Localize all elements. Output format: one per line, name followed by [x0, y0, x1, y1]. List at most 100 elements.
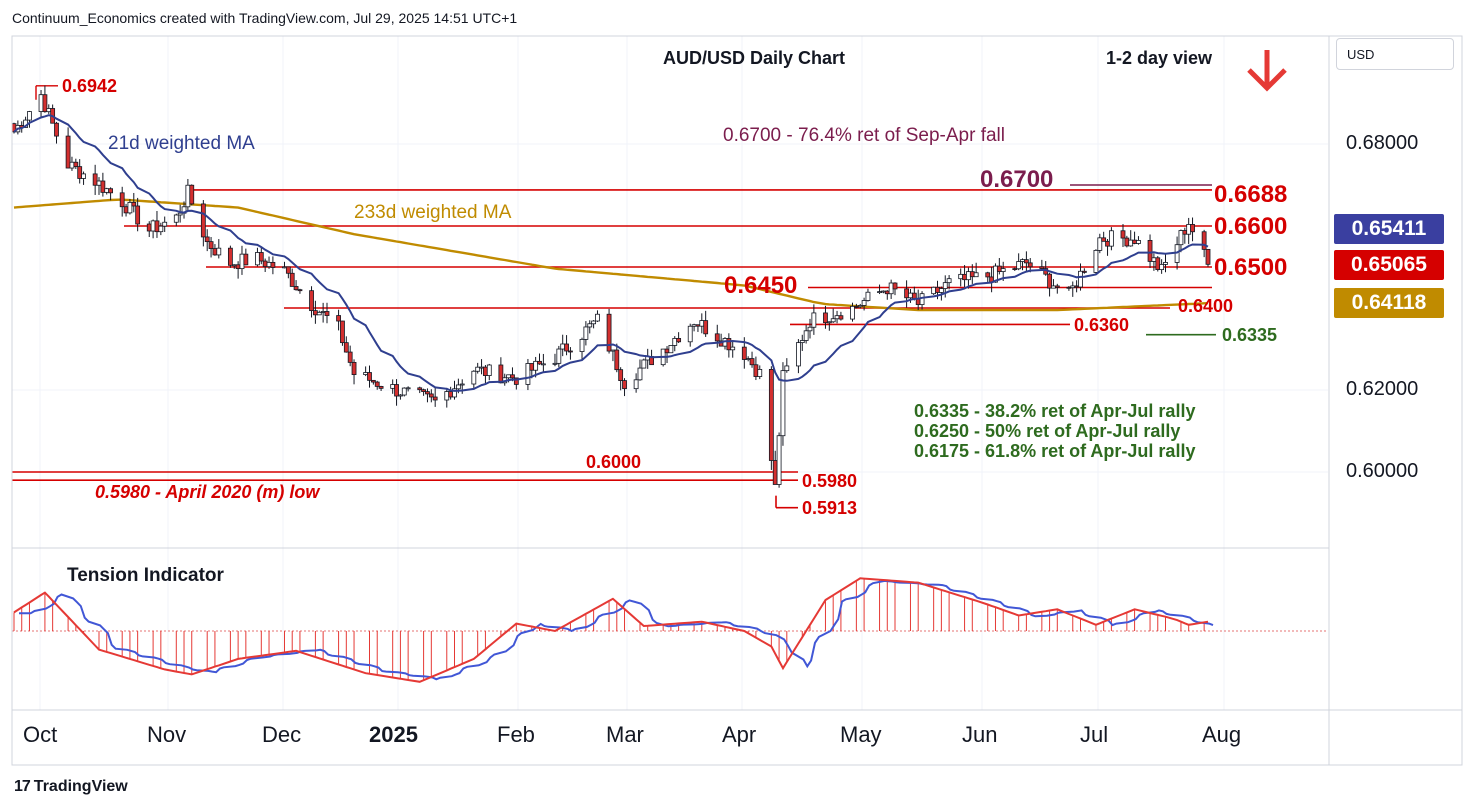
- candle-down: [204, 236, 210, 243]
- candle-down: [823, 312, 828, 324]
- arrow-head: [1247, 68, 1287, 92]
- x-tick-label: Dec: [262, 722, 302, 747]
- candle-down: [1124, 237, 1130, 247]
- candle-down: [425, 391, 430, 395]
- candle-down: [664, 348, 670, 354]
- attribution-text: Continuum_Economics created with Trading…: [12, 10, 518, 26]
- candle-down: [378, 386, 384, 389]
- candle-down: [962, 273, 967, 281]
- candle-down: [1201, 231, 1207, 250]
- candle-up: [1128, 239, 1134, 247]
- candle-down: [428, 393, 434, 398]
- candle-up: [888, 282, 894, 295]
- candle-up: [455, 384, 461, 390]
- candle-up: [826, 321, 832, 324]
- candle-down: [622, 380, 627, 390]
- candle-down: [1081, 270, 1087, 273]
- x-tick-label: Nov: [147, 722, 187, 747]
- candle-up: [1020, 259, 1025, 262]
- candle-down: [703, 320, 709, 335]
- candle-up: [479, 366, 484, 369]
- candle-up: [784, 365, 790, 372]
- candle-up: [780, 370, 786, 437]
- x-tick-label: 2025: [369, 722, 418, 747]
- candle-down: [243, 253, 249, 266]
- candle-down: [768, 368, 774, 461]
- candle-up: [104, 188, 110, 193]
- candle-down: [119, 192, 125, 208]
- candle-up: [633, 379, 639, 390]
- candle-up: [560, 343, 566, 350]
- candle-up: [282, 266, 287, 269]
- candle-down: [77, 166, 83, 179]
- y-tick-label: 0.62000: [1346, 378, 1419, 400]
- candle-up: [1151, 257, 1157, 262]
- candle-up: [807, 326, 813, 332]
- currency-button[interactable]: USD: [1336, 38, 1454, 70]
- tradingview-logo-mark: 17: [14, 778, 31, 795]
- candle-down: [529, 363, 535, 371]
- candle-down: [1120, 230, 1126, 239]
- candle-down: [73, 161, 79, 168]
- candle-up: [931, 286, 937, 295]
- candle-down: [985, 272, 991, 278]
- candle-up: [231, 264, 237, 267]
- candle-up: [857, 305, 863, 308]
- candle-down: [131, 201, 137, 207]
- candle-up: [452, 388, 457, 398]
- candle-down: [1074, 285, 1080, 288]
- candle-up: [320, 311, 326, 313]
- low-note: 0.5980 - April 2020 (m) low: [95, 482, 320, 502]
- candle-up: [757, 368, 763, 377]
- high-label: 0.6942: [62, 76, 118, 96]
- candle-down: [417, 387, 423, 391]
- candle-up: [591, 320, 597, 325]
- candle-down: [235, 264, 241, 270]
- candle-up: [799, 340, 805, 344]
- y-tick-label: 0.60000: [1346, 460, 1419, 482]
- candle-up: [796, 342, 801, 367]
- level-5913-label: 0.5913: [802, 498, 858, 518]
- candle-up: [1070, 285, 1076, 289]
- candle-down: [1039, 266, 1045, 269]
- y-tick-label: 0.68000: [1346, 132, 1419, 154]
- candle-up: [81, 173, 86, 179]
- candle-up: [444, 391, 450, 401]
- candle-up: [966, 271, 971, 281]
- candle-up: [185, 184, 191, 208]
- candle-up: [1108, 230, 1114, 247]
- tradingview-logo[interactable]: 17 TradingView: [14, 778, 128, 795]
- candle-up: [398, 394, 403, 397]
- candle-down: [969, 271, 975, 278]
- candle-down: [753, 364, 759, 377]
- candle-down: [123, 206, 129, 214]
- candle-down: [1105, 240, 1110, 247]
- tension-label: Tension Indicator: [67, 565, 224, 586]
- candle-up: [830, 318, 836, 323]
- candle-down: [200, 203, 206, 238]
- candle-up: [540, 363, 546, 366]
- candle-down: [367, 372, 372, 381]
- candle-down: [904, 288, 910, 299]
- fib-note-3: 0.6175 - 61.8% ret of Apr-Jul rally: [914, 441, 1196, 461]
- candle-down: [510, 374, 515, 379]
- candle-down: [135, 205, 141, 225]
- candle-down: [154, 220, 160, 233]
- candle-up: [475, 366, 481, 372]
- candle-down: [892, 282, 898, 290]
- candle-up: [552, 362, 558, 365]
- candle-down: [448, 391, 454, 398]
- fib-note-1: 0.6335 - 38.2% ret of Apr-Jul rally: [914, 401, 1196, 421]
- x-tick-label: May: [840, 722, 882, 747]
- candle-up: [471, 370, 477, 385]
- candle-up: [1159, 264, 1165, 271]
- level-6360-label: 0.6360: [1074, 315, 1130, 335]
- candle-down: [1054, 285, 1060, 288]
- candle-up: [745, 358, 751, 360]
- candle-up: [946, 278, 952, 284]
- candle-down: [996, 265, 1002, 272]
- candle-down: [853, 305, 859, 308]
- candle-up: [173, 214, 179, 223]
- x-tick-label: Apr: [722, 722, 757, 747]
